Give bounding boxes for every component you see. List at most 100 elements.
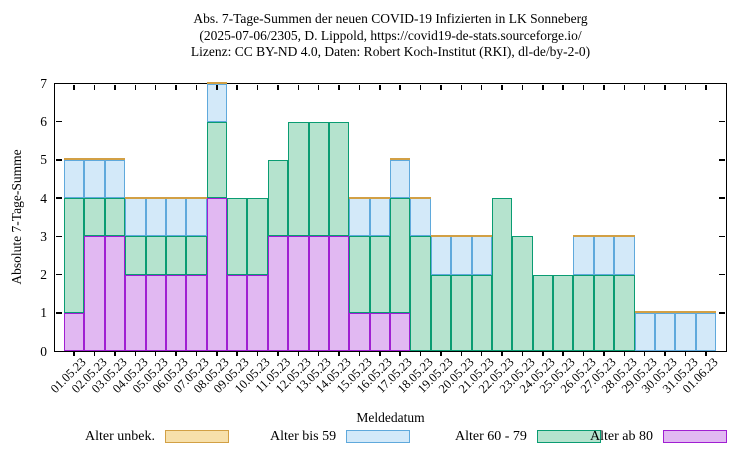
x-tick-bottom [216, 351, 218, 356]
x-tick-bottom [562, 351, 564, 356]
y-tick-label: 3 [40, 228, 47, 244]
bar-segment [247, 198, 268, 275]
y-tick-label: 6 [40, 114, 47, 130]
y-tick-label: 5 [40, 152, 47, 168]
bar-segment [145, 198, 166, 237]
bar-segment [471, 274, 492, 351]
bar-segment [64, 159, 85, 199]
bar-segment [512, 236, 533, 351]
bar-segment [125, 274, 146, 351]
x-tick-bottom [460, 351, 463, 356]
bar-segment [165, 198, 187, 237]
bar-top-cap [451, 234, 472, 237]
bar-segment [369, 198, 390, 237]
bar-segment [614, 274, 635, 351]
x-tick-top [542, 84, 544, 90]
bar-segment [532, 274, 553, 351]
x-tick-top [460, 84, 463, 90]
y-tick-label: 1 [40, 305, 47, 321]
x-tick-top [480, 84, 483, 90]
x-tick-top [114, 84, 116, 90]
y-tick-left [55, 197, 62, 199]
bar-segment [145, 274, 166, 351]
y-tick-left [55, 312, 62, 314]
x-tick-bottom [440, 351, 442, 356]
bar-segment [206, 83, 227, 122]
x-axis-title: Meldedatum [356, 410, 425, 425]
bar-top-cap [471, 234, 492, 237]
bar-segment [451, 274, 472, 351]
x-tick-bottom [114, 351, 116, 356]
bar-segment [84, 198, 105, 237]
bar-segment [227, 198, 248, 275]
bar-segment [390, 312, 411, 351]
bar-top-cap [390, 158, 411, 161]
bar-segment [654, 312, 676, 351]
chart-title-line-2: (2025-07-06/2305, D. Lippold, https://co… [199, 27, 582, 43]
bar-segment [288, 121, 309, 237]
bar-segment [430, 236, 452, 275]
y-tick-right [719, 312, 725, 314]
x-tick-top [93, 84, 96, 90]
bar-segment [634, 312, 655, 351]
bar-segment [206, 198, 227, 351]
y-tick-label: 7 [40, 76, 47, 91]
x-tick-bottom [664, 351, 666, 356]
x-tick-top [440, 84, 442, 90]
x-tick-bottom [399, 351, 401, 356]
bar-segment [614, 236, 635, 275]
bar-top-cap [165, 196, 187, 199]
bar-segment [288, 236, 309, 351]
bar-segment [328, 121, 350, 237]
x-tick-bottom [582, 351, 585, 356]
x-tick-bottom [317, 351, 320, 356]
x-tick-bottom [134, 351, 137, 356]
x-tick-bottom [277, 351, 279, 356]
bar-segment [308, 121, 329, 237]
x-tick-bottom [684, 351, 687, 356]
bar-segment [349, 198, 370, 237]
y-tick-left [55, 273, 62, 276]
bar-segment [247, 274, 268, 351]
bar-segment [451, 236, 472, 275]
legend-swatch-icon [662, 430, 727, 443]
y-tick-right [719, 273, 725, 276]
legend-label: Alter ab 80 [590, 428, 653, 444]
x-tick-bottom [501, 351, 503, 356]
bar-segment [553, 274, 574, 351]
chart-title-line-3: Lizenz: CC BY-ND 4.0, Daten: Robert Koch… [190, 44, 591, 59]
legend-label: Alter unbek. [85, 428, 155, 444]
bar-segment [84, 159, 105, 199]
x-tick-top [338, 84, 340, 90]
x-tick-top [236, 84, 238, 90]
bar-segment [125, 198, 146, 237]
legend-item-4: Alter ab 80 [590, 428, 727, 445]
x-tick-bottom [705, 351, 707, 356]
y-tick-label: 4 [40, 190, 47, 206]
x-tick-top [358, 84, 361, 90]
legend-swatch-icon [536, 430, 601, 443]
bar-top-cap [84, 158, 105, 161]
bar-top-cap [675, 311, 696, 314]
x-tick-bottom [480, 351, 483, 356]
x-tick-bottom [338, 351, 340, 356]
x-tick-bottom [603, 351, 605, 356]
bar-segment [369, 236, 390, 313]
x-tick-top [582, 84, 585, 90]
bar-segment [573, 274, 594, 351]
bar-segment [593, 274, 615, 351]
x-tick-top [175, 84, 177, 90]
x-tick-top [195, 84, 198, 90]
plot-area [54, 83, 727, 352]
x-tick-top [705, 84, 707, 90]
bar-top-cap [64, 158, 85, 161]
bar-top-cap [186, 196, 207, 199]
legend-item-1: Alter unbek. [85, 428, 229, 445]
bar-segment [125, 236, 146, 275]
x-tick-top [562, 84, 564, 90]
legend-label: Alter 60 - 79 [455, 428, 527, 444]
y-tick-label: 2 [40, 267, 47, 283]
x-tick-top [521, 84, 524, 90]
x-tick-top [419, 84, 422, 90]
bar-top-cap [104, 158, 126, 161]
